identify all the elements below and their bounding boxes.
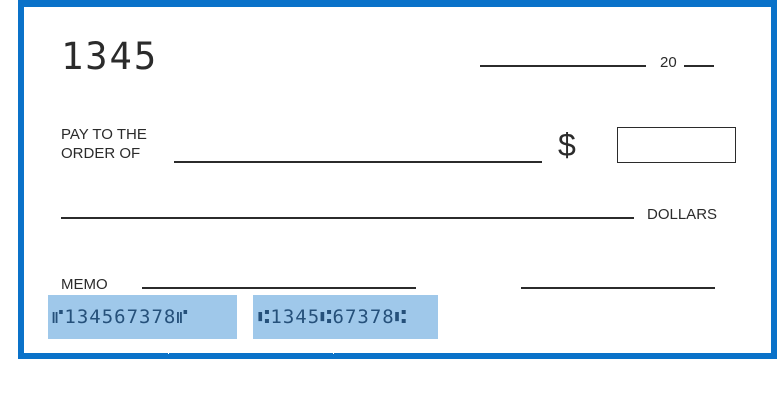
account-number: ⑆1345⑆67378⑆ <box>253 295 438 339</box>
check-number: 1345 <box>61 35 159 78</box>
bank-check: 1345 20 PAY TO THE ORDER OF $ DOLLARS ME… <box>18 0 777 359</box>
dollar-sign: $ <box>558 127 576 163</box>
memo-line[interactable] <box>142 287 416 289</box>
date-line[interactable] <box>480 65 646 67</box>
memo-label: MEMO <box>61 276 108 293</box>
date-year-prefix: 20 <box>660 54 677 71</box>
micr-divider-right <box>333 346 334 354</box>
pay-to-label-line1: PAY TO THE <box>61 126 147 143</box>
pay-to-label: PAY TO THE ORDER OF <box>61 125 147 163</box>
written-amount-line[interactable] <box>61 217 634 219</box>
routing-number: ⑈134567378⑈ <box>48 295 237 339</box>
signature-line[interactable] <box>521 287 715 289</box>
pay-to-label-line2: ORDER OF <box>61 145 141 162</box>
amount-box[interactable] <box>617 127 736 163</box>
date-year-line[interactable] <box>684 65 714 67</box>
payee-line[interactable] <box>174 161 542 163</box>
dollars-label: DOLLARS <box>647 206 718 223</box>
micr-divider-left <box>168 346 169 354</box>
